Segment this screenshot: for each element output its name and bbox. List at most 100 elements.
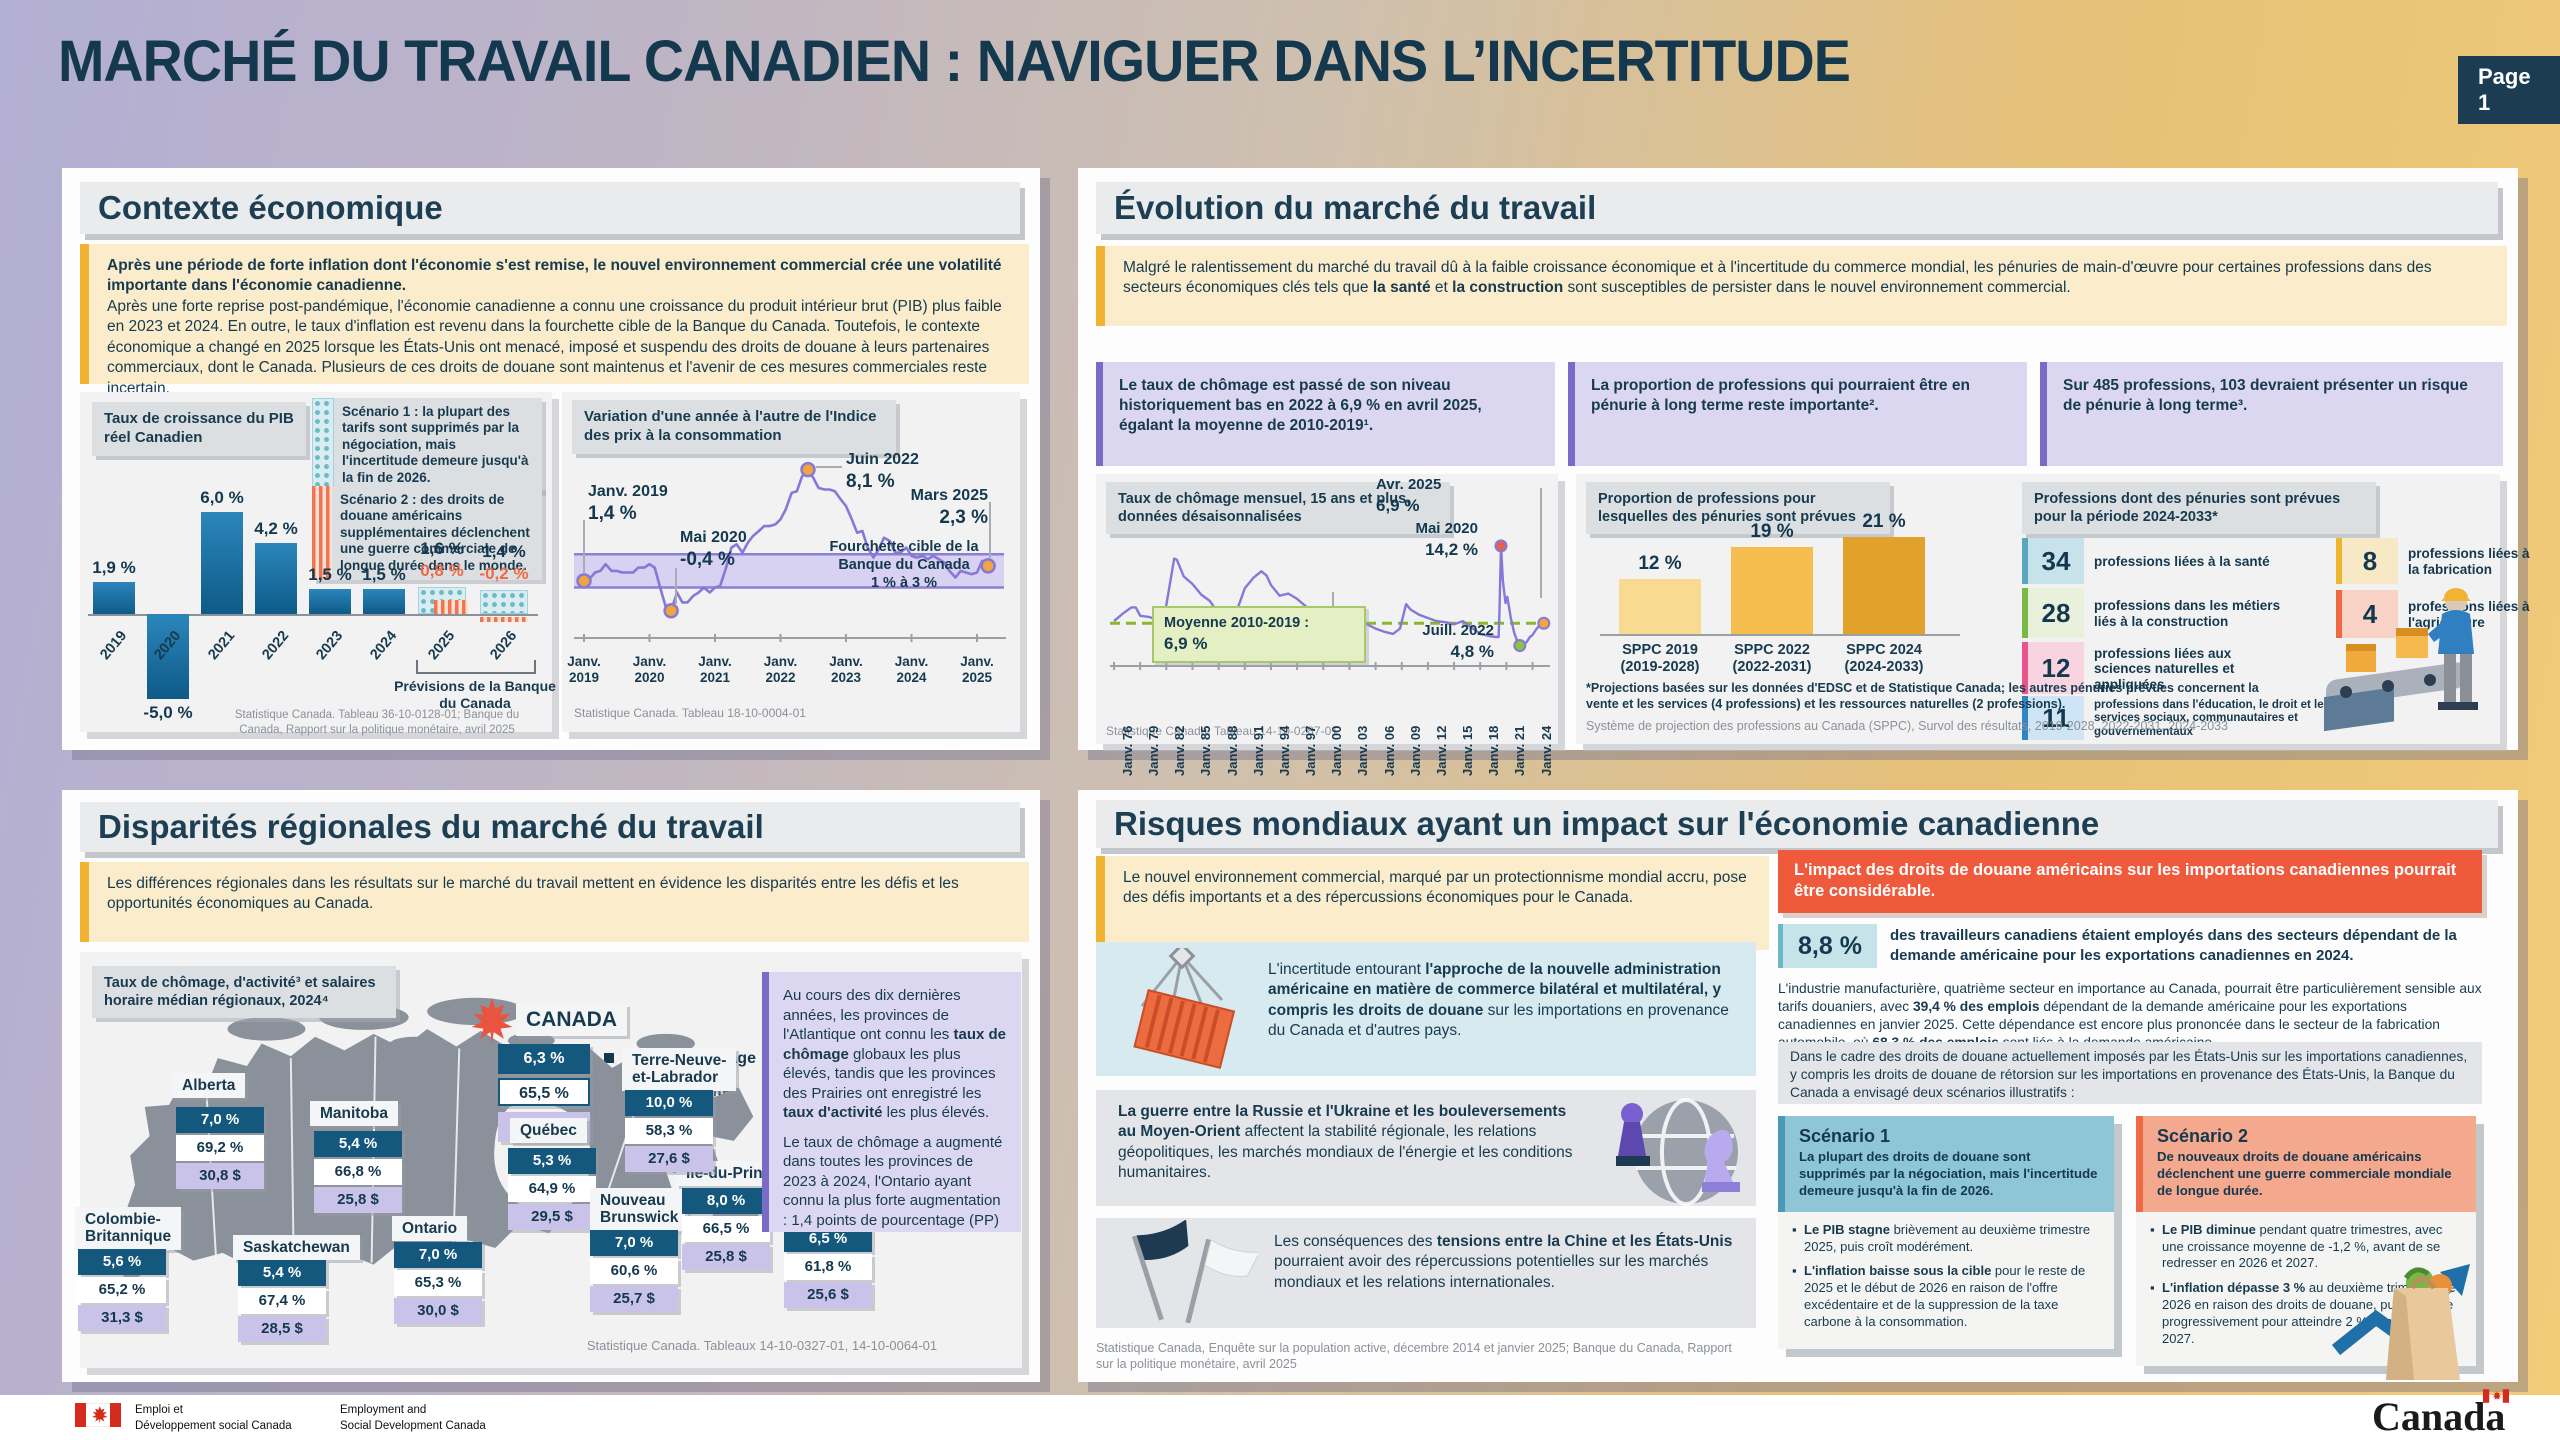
- gdp-chart-title: Taux de croissance du PIB réel Canadien: [92, 402, 306, 456]
- panel2-title: Évolution du marché du travail: [1096, 182, 2498, 234]
- province-stat: 8,0 %: [682, 1188, 770, 1214]
- map-title: Taux de chômage, d'activité³ et salaires…: [92, 966, 396, 1019]
- panel1-title: Contexte économique: [80, 182, 1020, 234]
- panel3-title: Disparités régionales du marché du trava…: [80, 802, 1020, 852]
- stat-8-8-pct: 8,8 %: [1778, 924, 1877, 968]
- province-label: Terre-Neuve- et-Labrador: [622, 1048, 737, 1091]
- cpi-band-label: Fourchette cible de la Banque du Canada …: [829, 539, 979, 592]
- sppc-chart-title: Proportion de professions pour lesquelle…: [1586, 482, 1890, 535]
- canada-wordmark: Canada: [2372, 1389, 2510, 1440]
- manufacturing-paragraph: L'industrie manufacturière, quatrième se…: [1778, 981, 2482, 1050]
- province-stat: 69,2 %: [176, 1135, 264, 1161]
- unemp-ann-mai2020: Mai 2020 14,2 %: [1415, 520, 1478, 559]
- cpi-line: [568, 446, 1013, 656]
- forecast-bracket: [416, 660, 536, 674]
- scenario2-header: Scénario 2 De nouveaux droits de douane …: [2136, 1116, 2476, 1212]
- shortages-block: Proportion de professions pour lesquelle…: [1576, 474, 2530, 744]
- cpi-ann-mars2025: Mars 2025 2,3 %: [910, 487, 988, 528]
- cpi-source: Statistique Canada. Tableau 18-10-0004-0…: [574, 706, 806, 720]
- panel2-intro: Malgré le ralentissement du marché du tr…: [1096, 246, 2507, 326]
- cpi-ann-mai2020: Mai 2020 -0,4 %: [680, 529, 747, 570]
- connector: [675, 568, 677, 604]
- province-stat: 25,6 $: [784, 1282, 872, 1308]
- cpi-ann-juin2022: Juin 2022 8,1 %: [846, 451, 919, 492]
- province-stat: 30,0 $: [394, 1298, 482, 1324]
- sppc-footnote: *Projections basées sur les données d'ED…: [1586, 681, 2259, 712]
- unemp-average-label: Moyenne 2010-2019 :6,9 %: [1152, 606, 1366, 663]
- province-stat: 60,6 %: [590, 1258, 678, 1284]
- panel4-title: Risques mondiaux ayant un impact sur l'é…: [1096, 800, 2498, 848]
- profession-item: 28 professions dans les métiers liés à la…: [2022, 588, 2284, 638]
- scenario1-header: Scénario 1 La plupart des droits de doua…: [1778, 1116, 2114, 1212]
- scenario2-swatch-icon: [312, 486, 332, 581]
- province-stat: 61,8 %: [784, 1254, 872, 1280]
- maple-leaf-icon: [470, 998, 514, 1044]
- wordmark-flag-icon: [2483, 1389, 2510, 1403]
- panel4-intro: Le nouvel environnement commercial, marq…: [1096, 856, 1769, 950]
- profession-item: 34 professions liées à la santé: [2022, 538, 2284, 584]
- panel-contexte-economique: Contexte économique Après une période de…: [62, 168, 1040, 750]
- profession-item: 8 professions liées à la fabrication: [2336, 538, 2538, 584]
- province-stat: 65,2 %: [78, 1277, 166, 1303]
- connector: [816, 466, 842, 468]
- callout-proportion-penurie: La proportion de professions qui pourrai…: [1568, 362, 2027, 466]
- gdp-legend-sc2-text: Scénario 2 : des droits de douane améric…: [340, 492, 530, 573]
- scenario1-bullets: Le PIB stagne brièvement au deuxième tri…: [1778, 1212, 2114, 1349]
- province-label: Manitoba: [310, 1101, 399, 1127]
- connector: [1540, 488, 1542, 598]
- province-stat: 25,8 $: [682, 1244, 770, 1270]
- panel3-intro: Les différences régionales dans les résu…: [80, 862, 1029, 942]
- profession-item: 12 professions liées aux sciences naturel…: [2022, 642, 2284, 694]
- gdp-bars: 1,9 % -5,0 % 6,0 % 4,2 % 1,5 % 1,5 % 1,6 % 0,8 …: [88, 392, 544, 732]
- province-label: Ontario: [392, 1216, 468, 1242]
- canada-participation: 65,5 %: [498, 1078, 590, 1106]
- government-of-canada-flag-icon: [75, 1403, 121, 1427]
- china-us-tensions-box: [1096, 1218, 1756, 1328]
- department-name-en: Employment and Social Development Canada: [340, 1404, 486, 1432]
- province-stat: 7,0 %: [590, 1230, 678, 1256]
- page-title: MARCHÉ DU TRAVAIL CANADIEN : NAVIGUER DA…: [58, 29, 1851, 94]
- scenarios-intro-text: Dans le cadre des droits de douane actue…: [1790, 1049, 2468, 1100]
- panel1-intro: Après une période de forte inflation don…: [80, 244, 1029, 397]
- province-stat: 7,0 %: [176, 1107, 264, 1133]
- map-source: Statistique Canada. Tableaux 14-10-0327-…: [586, 1338, 938, 1353]
- scenario1-card: Scénario 1 La plupart des droits de doua…: [1778, 1116, 2114, 1350]
- province-stat: 30,8 $: [176, 1163, 264, 1189]
- flags-icon: [1108, 1220, 1258, 1326]
- panel4-source: Statistique Canada, Enquête sur la popul…: [1096, 1341, 1732, 1372]
- sppc-source: Système de projection des professions au…: [1586, 719, 2229, 733]
- province-stat: 25,7 $: [590, 1286, 678, 1312]
- province-stat: 5,4 %: [314, 1131, 402, 1157]
- geopolitics-globe-chess-icon: [1598, 1078, 1748, 1218]
- scenario2-card: Scénario 2 De nouveaux droits de douane …: [2136, 1116, 2476, 1366]
- profession-item: 11 professions dans l'éducation, le droit…: [2022, 696, 2334, 740]
- department-name-fr: Emploi et Développement social Canada: [135, 1404, 292, 1432]
- gdp-source: Statistique Canada. Tableau 36-10-0128-0…: [234, 709, 520, 736]
- province-stat: 58,3 %: [625, 1118, 713, 1144]
- province-stat: 66,8 %: [314, 1159, 402, 1185]
- cpi-ann-jan2019: Janv. 2019 1,4 %: [588, 483, 668, 524]
- unemp-ann-avr2025: Avr. 2025 6,9 %: [1376, 476, 1442, 515]
- canada-label: CANADA: [516, 1004, 627, 1036]
- scenarios-intro-box: [1778, 1042, 2482, 1104]
- gdp-growth-chart: Taux de croissance du PIB réel Canadien …: [80, 392, 556, 736]
- province-stat: 10,0 %: [625, 1090, 713, 1116]
- province-stat: 27,6 $: [625, 1146, 713, 1172]
- connector: [989, 502, 991, 558]
- scenario-bullet: L'inflation baisse sous la cible pour le…: [1792, 1263, 2100, 1331]
- panel1-intro-bold: Après une période de forte inflation don…: [107, 257, 1002, 295]
- sidebar-paragraph-2: Le taux de chômage a augmenté dans toute…: [783, 1133, 1003, 1229]
- us-trade-uncertainty-text: L'incertitude entourant l'approche de la…: [1268, 961, 1729, 1040]
- panel1-intro-text: Après une forte reprise post-pandémique,…: [107, 297, 1002, 397]
- panel-evolution-marche-travail: Évolution du marché du travail Malgré le…: [1078, 168, 2530, 776]
- tariff-impact-header: L'impact des droits de douane américains…: [1778, 850, 2482, 913]
- province-stat: 66,5 %: [682, 1216, 770, 1242]
- province-label: Colombie- Britannique: [75, 1207, 182, 1250]
- unemp-ann-juill2022: Juill. 2022 4,8 %: [1422, 622, 1494, 661]
- russia-ukraine-text: La guerre entre la Russie et l'Ukraine e…: [1118, 1103, 1573, 1182]
- province-stat: 7,0 %: [394, 1242, 482, 1268]
- province-stat: 67,4 %: [238, 1288, 326, 1314]
- province-label: Nouveau Brunswick: [590, 1188, 689, 1231]
- cpi-chart-title: Variation d'une année à l'autre de l'Ind…: [572, 400, 896, 454]
